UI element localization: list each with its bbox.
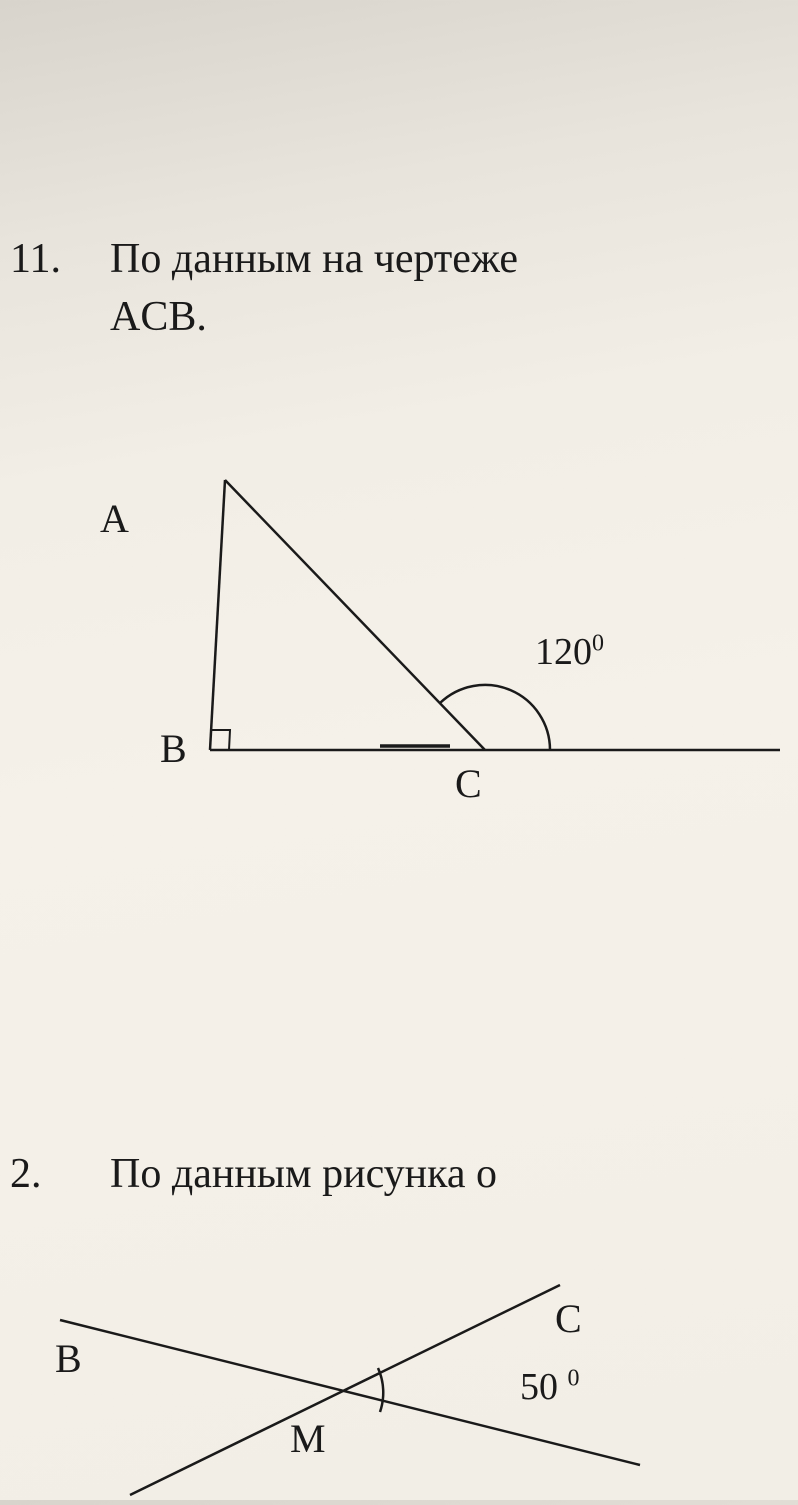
crossing-svg <box>0 1260 798 1500</box>
diagram-crossing-lines: B M C 50 0 <box>0 1260 798 1500</box>
angle-120-label: 1200 <box>535 630 604 674</box>
problem-11-number: 11. <box>10 230 61 289</box>
line-mc <box>130 1285 560 1495</box>
problem-11-line2: ACB. <box>110 288 207 347</box>
problem-12-text: По данным рисунка о <box>110 1150 497 1198</box>
problem-12-number: 2. <box>10 1150 42 1198</box>
line-ac <box>225 480 485 750</box>
angle-120-value: 120 <box>535 631 592 673</box>
problem-11-line1: По данным на чертеже <box>110 230 518 289</box>
line-ab <box>210 480 225 750</box>
diagram-triangle: A B C 1200 <box>0 460 798 860</box>
right-angle-mark <box>212 730 230 750</box>
angle-50-label: 50 0 <box>520 1365 580 1409</box>
angle-120-unit: 0 <box>592 630 604 656</box>
page-container: 11. По данным на чертеже ACB. A B C 1200 <box>0 0 798 1500</box>
label-b2: B <box>55 1335 82 1382</box>
angle-50-value: 50 <box>520 1366 558 1408</box>
label-b: B <box>160 725 187 772</box>
angle-50-unit: 0 <box>568 1365 580 1391</box>
label-c2: C <box>555 1295 582 1342</box>
angle-arc-120 <box>440 685 550 750</box>
label-a: A <box>100 495 129 542</box>
label-c: C <box>455 760 482 807</box>
label-m: M <box>290 1415 326 1462</box>
